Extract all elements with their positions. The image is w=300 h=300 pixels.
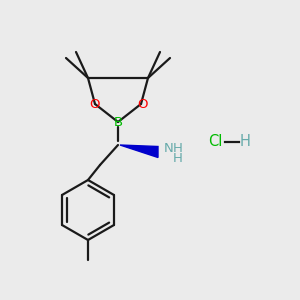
Text: H: H [240, 134, 251, 149]
Text: B: B [113, 116, 123, 130]
Text: O: O [137, 98, 147, 110]
Text: H: H [173, 152, 183, 166]
Text: H: H [173, 142, 183, 155]
Text: O: O [89, 98, 99, 110]
Text: Cl: Cl [208, 134, 222, 149]
Text: N: N [164, 142, 174, 155]
Polygon shape [120, 145, 158, 158]
